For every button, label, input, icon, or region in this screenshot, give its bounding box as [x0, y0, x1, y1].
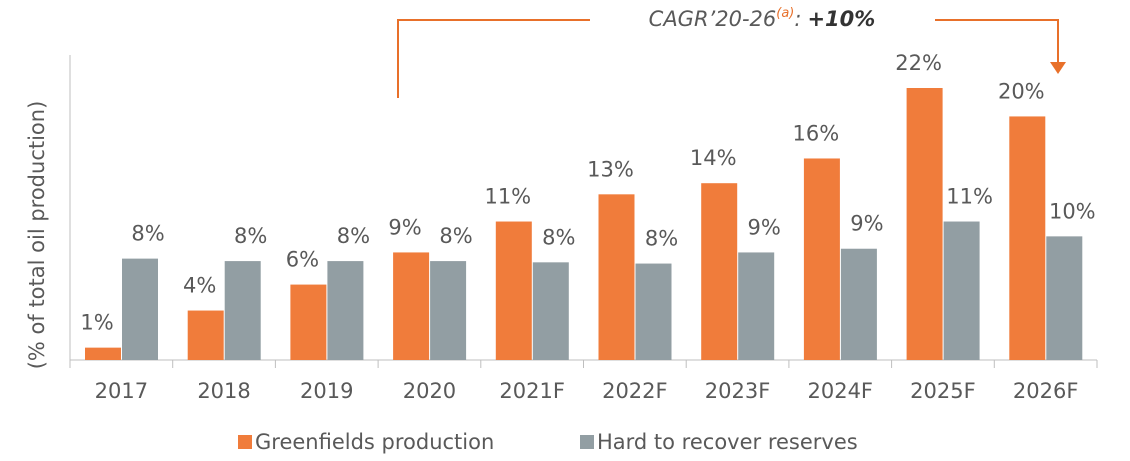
bar [532, 262, 569, 360]
bar [224, 261, 261, 360]
value-label: 8% [337, 224, 370, 248]
y-axis-label: (% of total oil production) [25, 101, 49, 370]
value-label: 8% [131, 222, 164, 246]
value-label: 22% [895, 51, 942, 75]
annotation-arrow [1050, 62, 1066, 74]
value-label: 9% [748, 215, 781, 239]
annotation-text: CAGR’20-26(a): +10% [649, 6, 876, 32]
value-label: 8% [439, 224, 472, 248]
bar [1009, 116, 1046, 360]
value-label: 8% [645, 227, 678, 251]
x-tick-label: 2022F [602, 379, 668, 403]
annotation: CAGR’20-26(a): +10% [397, 6, 1066, 98]
value-label: 10% [1049, 199, 1096, 223]
x-tick-label: 2020 [403, 379, 456, 403]
legend-swatch [580, 435, 594, 449]
value-label: 1% [80, 311, 113, 335]
x-tick-label: 2024F [807, 379, 873, 403]
value-label: 8% [234, 224, 267, 248]
bar [327, 261, 364, 360]
x-tick-label: 2026F [1013, 379, 1079, 403]
x-tick-label: 2018 [197, 379, 250, 403]
bar [290, 284, 327, 360]
bar [701, 183, 738, 360]
bar [393, 252, 430, 360]
value-label: 20% [998, 79, 1045, 103]
x-tick-label: 2025F [910, 379, 976, 403]
value-label: 9% [850, 212, 883, 236]
bar [430, 261, 467, 360]
annotation-superscript: (a) [776, 6, 794, 21]
value-label: 8% [542, 225, 575, 249]
value-label: 14% [690, 146, 737, 170]
value-label: 11% [484, 185, 531, 209]
legend-swatch [238, 435, 252, 449]
bar [187, 310, 224, 360]
bar [738, 252, 775, 360]
x-tick-label: 2021F [499, 379, 565, 403]
bar [85, 347, 121, 360]
bar [840, 248, 877, 360]
bar [598, 194, 635, 360]
bar [943, 221, 980, 360]
value-label: 11% [946, 185, 993, 209]
annotation-separator: : [794, 7, 801, 31]
legend-label: Greenfields production [255, 430, 494, 454]
annotation-value: +10% [807, 7, 875, 31]
value-label: 6% [286, 248, 319, 272]
annotation-label: CAGR’20-26 [649, 7, 777, 31]
bar [906, 88, 943, 360]
value-label: 9% [388, 215, 421, 239]
x-tick-label: 2017 [95, 379, 148, 403]
bar [635, 263, 672, 360]
bar [495, 221, 532, 360]
bar [803, 158, 840, 360]
x-tick-label: 2019 [300, 379, 353, 403]
bar [1046, 236, 1083, 360]
value-label: 4% [183, 274, 216, 298]
bar [122, 258, 158, 360]
legend-label: Hard to recover reserves [597, 430, 858, 454]
value-label: 13% [587, 157, 634, 181]
annotation-bracket [397, 19, 1059, 98]
x-tick-label: 2023F [705, 379, 771, 403]
value-label: 16% [793, 121, 840, 145]
